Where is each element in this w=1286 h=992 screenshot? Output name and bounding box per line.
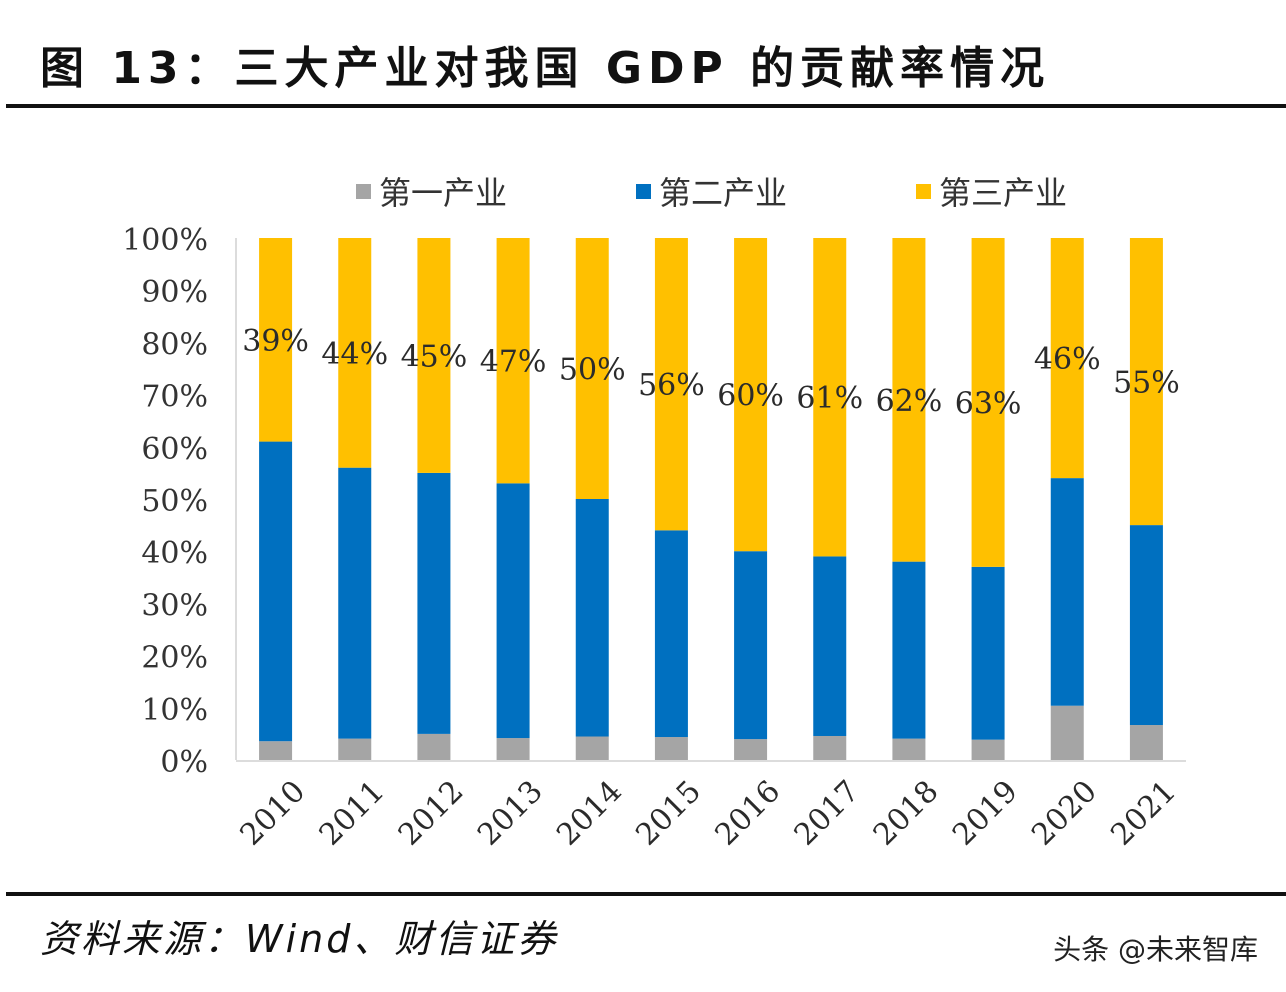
bar-segment-secondary bbox=[496, 483, 530, 739]
bar-segment-secondary bbox=[892, 561, 926, 739]
x-tick-label: 2016 bbox=[708, 774, 787, 853]
source-note: 资料来源：Wind、财信证券 bbox=[40, 917, 559, 961]
bar-segment-secondary bbox=[734, 551, 768, 740]
x-tick-label: 2021 bbox=[1104, 774, 1183, 853]
chart-legend: 第一产业 第二产业 第三产业 bbox=[0, 168, 1286, 212]
bar-segment-primary bbox=[417, 733, 451, 760]
x-tick-label: 2020 bbox=[1025, 774, 1104, 853]
y-tick-label: 80% bbox=[141, 327, 208, 362]
x-tick-label: 2015 bbox=[629, 774, 708, 853]
y-tick-label: 70% bbox=[141, 380, 208, 415]
y-tick-label: 50% bbox=[141, 484, 208, 519]
data-label: 50% bbox=[559, 353, 626, 388]
x-tick-label: 2013 bbox=[471, 774, 550, 853]
bar-segment-secondary bbox=[575, 499, 609, 737]
legend-swatch-tertiary bbox=[916, 183, 931, 199]
y-tick-label: 100% bbox=[122, 223, 208, 258]
x-tick-label: 2010 bbox=[233, 774, 312, 853]
legend-swatch-secondary bbox=[636, 183, 651, 199]
bar-segment-secondary bbox=[813, 556, 847, 736]
bar-segment-tertiary bbox=[338, 238, 372, 468]
x-tick-label: 2014 bbox=[550, 774, 629, 853]
legend-item-secondary: 第二产业 bbox=[636, 168, 787, 214]
bar-segment-secondary bbox=[654, 530, 688, 738]
y-tick-label: 90% bbox=[141, 275, 208, 310]
bar-segment-tertiary bbox=[734, 238, 768, 552]
x-tick-label: 2019 bbox=[946, 774, 1025, 853]
bar-segment-tertiary bbox=[1050, 238, 1084, 479]
legend-item-tertiary: 第三产业 bbox=[916, 168, 1067, 214]
bar-segment-primary bbox=[1050, 705, 1084, 760]
bottom-divider bbox=[6, 892, 1286, 896]
legend-label-tertiary: 第三产业 bbox=[939, 174, 1068, 212]
bar-segment-secondary bbox=[1129, 525, 1163, 726]
data-label: 60% bbox=[717, 379, 784, 414]
data-label: 63% bbox=[955, 386, 1022, 421]
bar-segment-secondary bbox=[971, 566, 1005, 740]
bar-segment-primary bbox=[338, 738, 372, 760]
legend-swatch-primary bbox=[356, 183, 371, 199]
bar-segment-tertiary bbox=[971, 238, 1005, 567]
bar-segment-primary bbox=[496, 738, 530, 760]
top-divider bbox=[6, 104, 1286, 108]
bar-segment-secondary bbox=[259, 441, 293, 742]
y-tick-label: 10% bbox=[141, 693, 208, 728]
y-tick-label: 30% bbox=[141, 588, 208, 623]
bar-segment-primary bbox=[971, 739, 1005, 760]
legend-item-primary: 第一产业 bbox=[356, 168, 507, 214]
x-tick-label: 2012 bbox=[392, 774, 471, 853]
legend-label-primary: 第一产业 bbox=[379, 174, 508, 212]
data-label: 39% bbox=[242, 324, 309, 359]
bar-segment-primary bbox=[654, 737, 688, 760]
x-tick-label: 2011 bbox=[313, 774, 392, 853]
bar-segment-tertiary bbox=[892, 238, 926, 562]
bar-segment-primary bbox=[892, 738, 926, 760]
data-label: 55% bbox=[1113, 366, 1180, 401]
bar-segment-tertiary bbox=[813, 238, 847, 557]
legend-label-secondary: 第二产业 bbox=[659, 174, 788, 212]
bar-segment-tertiary bbox=[417, 238, 451, 473]
x-tick-label: 2018 bbox=[867, 774, 946, 853]
watermark: 头条 @未来智库 bbox=[1053, 933, 1258, 966]
data-label: 44% bbox=[321, 337, 388, 372]
bar-segment-primary bbox=[259, 741, 293, 760]
bar-segment-tertiary bbox=[496, 238, 530, 484]
bar-segment-secondary bbox=[1050, 478, 1084, 706]
bar-segment-tertiary bbox=[575, 238, 609, 499]
data-label: 61% bbox=[796, 381, 863, 416]
bar-segment-primary bbox=[734, 739, 768, 760]
data-label: 45% bbox=[401, 339, 468, 374]
bar-segment-primary bbox=[813, 735, 847, 760]
bar-segment-primary bbox=[575, 736, 609, 760]
bar-segment-tertiary bbox=[259, 238, 293, 442]
bar-segment-tertiary bbox=[654, 238, 688, 531]
bar-segment-secondary bbox=[417, 472, 451, 734]
y-tick-label: 40% bbox=[141, 536, 208, 571]
data-label: 56% bbox=[638, 368, 705, 403]
bar-segment-primary bbox=[1129, 725, 1163, 760]
x-tick-label: 2017 bbox=[788, 774, 867, 853]
figure-title: 图 13：三大产业对我国 GDP 的贡献率情况 bbox=[40, 43, 1051, 94]
y-tick-label: 0% bbox=[160, 745, 208, 780]
y-tick-label: 20% bbox=[141, 641, 208, 676]
data-label: 46% bbox=[1034, 342, 1101, 377]
bar-segment-tertiary bbox=[1129, 238, 1163, 526]
y-tick-label: 60% bbox=[141, 432, 208, 467]
data-label: 47% bbox=[480, 345, 547, 380]
data-label: 62% bbox=[876, 384, 943, 419]
bar-segment-secondary bbox=[338, 467, 372, 739]
